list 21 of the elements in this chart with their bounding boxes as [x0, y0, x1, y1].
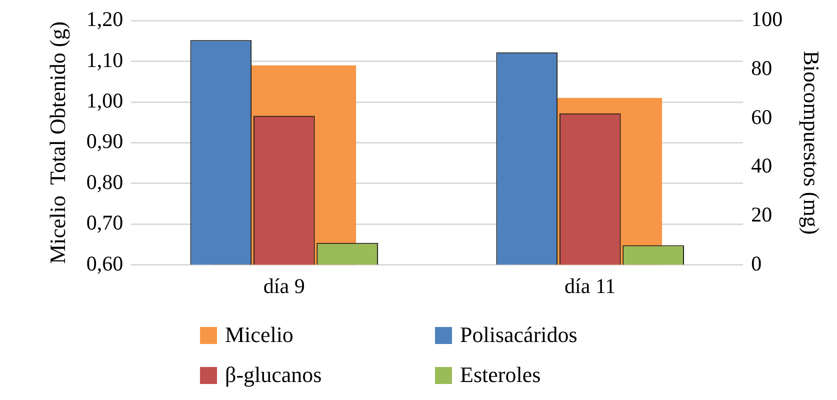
- y-tick-label: 1,00: [86, 88, 124, 113]
- y-tick-label: 0,90: [86, 129, 124, 154]
- y-tick-label: 0,80: [86, 170, 124, 194]
- y-tick-label: 0,60: [86, 251, 124, 276]
- y2-tick-label: 0: [751, 251, 762, 276]
- legend-label: Esteroles: [460, 362, 541, 388]
- legend-label: β-glucanos: [225, 362, 322, 388]
- y-tick-label: 1,20: [86, 7, 124, 32]
- y-tick-label: 0,70: [86, 210, 124, 235]
- x-tick-label: día 11: [564, 274, 616, 298]
- y2-tick-label: 60: [751, 104, 772, 129]
- legend-label: Polisacáridos: [460, 322, 578, 348]
- x-tick-label: día 9: [263, 274, 305, 298]
- y2-tick-label: 100: [751, 7, 783, 32]
- y2-tick-label: 20: [751, 202, 772, 226]
- y2-tick-label: 40: [751, 154, 772, 178]
- y-axis-title: Micelio Total Obtenido (g): [44, 21, 70, 264]
- y2-tick-label: 80: [751, 56, 772, 80]
- legend-label: Micelio: [225, 322, 294, 348]
- y-tick-label: 1,10: [86, 48, 124, 72]
- y2-axis-title: Biocompuestos (mg): [799, 50, 824, 235]
